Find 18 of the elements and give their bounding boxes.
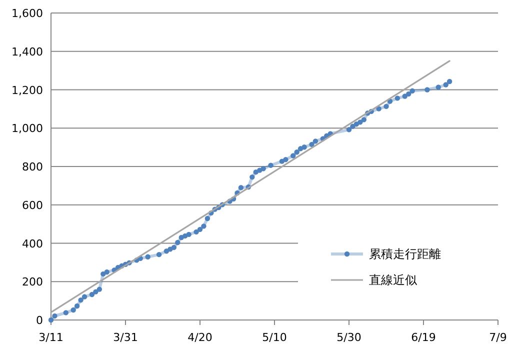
y-tick-label: 1,600 xyxy=(12,7,43,20)
x-tick-label: 6/19 xyxy=(411,331,436,344)
y-tick-label: 200 xyxy=(22,276,43,289)
y-tick-label: 600 xyxy=(22,198,43,212)
y-tick-label: 1,400 xyxy=(12,45,43,58)
y-tick-label: 400 xyxy=(22,237,43,250)
legend-label: 直線近似 xyxy=(369,273,417,287)
y-tick-label: 0 xyxy=(36,314,43,327)
x-tick-label: 7/9 xyxy=(489,331,507,344)
y-tick-label: 800 xyxy=(22,160,43,174)
y-tick-label: 1,000 xyxy=(12,122,43,136)
x-tick-label: 5/30 xyxy=(336,331,362,344)
legend-label: 累積走行距離 xyxy=(369,247,441,261)
x-tick-label: 3/11 xyxy=(38,331,64,344)
x-tick-label: 3/31 xyxy=(113,331,138,344)
x-tick-label: 5/10 xyxy=(262,331,287,344)
y-tick-label: 1,200 xyxy=(12,84,43,97)
x-tick-label: 4/20 xyxy=(188,331,212,344)
